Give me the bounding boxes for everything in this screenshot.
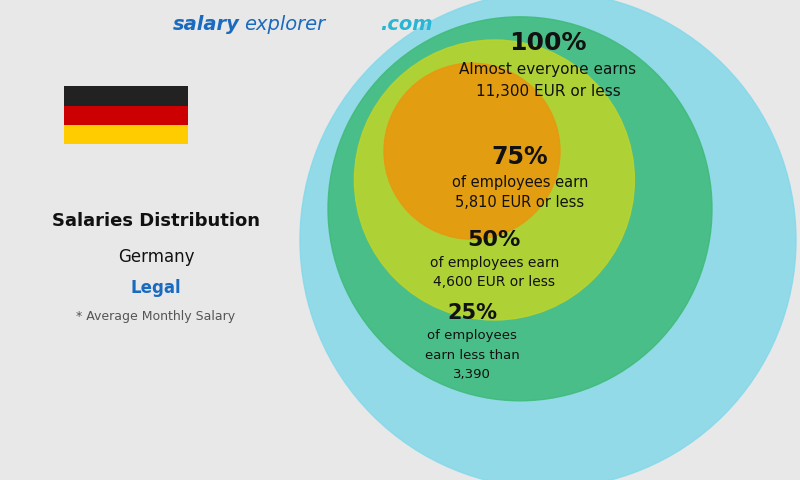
Text: 4,600 EUR or less: 4,600 EUR or less [434,275,555,289]
Text: of employees earn: of employees earn [430,256,559,270]
Text: 5,810 EUR or less: 5,810 EUR or less [455,195,585,210]
Ellipse shape [384,63,560,239]
Ellipse shape [300,0,796,480]
Text: Salaries Distribution: Salaries Distribution [52,212,260,230]
Text: 25%: 25% [447,303,497,323]
Text: Legal: Legal [130,279,182,297]
Text: * Average Monthly Salary: * Average Monthly Salary [77,310,235,324]
Ellipse shape [354,40,634,320]
Text: of employees: of employees [427,329,517,343]
Text: 75%: 75% [492,145,548,169]
Text: Almost everyone earns: Almost everyone earns [459,62,637,77]
Text: earn less than: earn less than [425,348,519,362]
Bar [64,86,188,106]
Bar [64,125,188,144]
Text: salary: salary [173,14,240,34]
Text: 100%: 100% [510,31,586,55]
Ellipse shape [328,17,712,401]
Bar [64,106,188,125]
Text: 11,300 EUR or less: 11,300 EUR or less [476,84,620,99]
Text: Germany: Germany [118,248,194,266]
Text: 50%: 50% [468,230,521,250]
Text: explorer: explorer [244,14,325,34]
Text: of employees earn: of employees earn [452,175,588,190]
Text: 3,390: 3,390 [453,368,491,381]
Text: .com: .com [380,14,433,34]
